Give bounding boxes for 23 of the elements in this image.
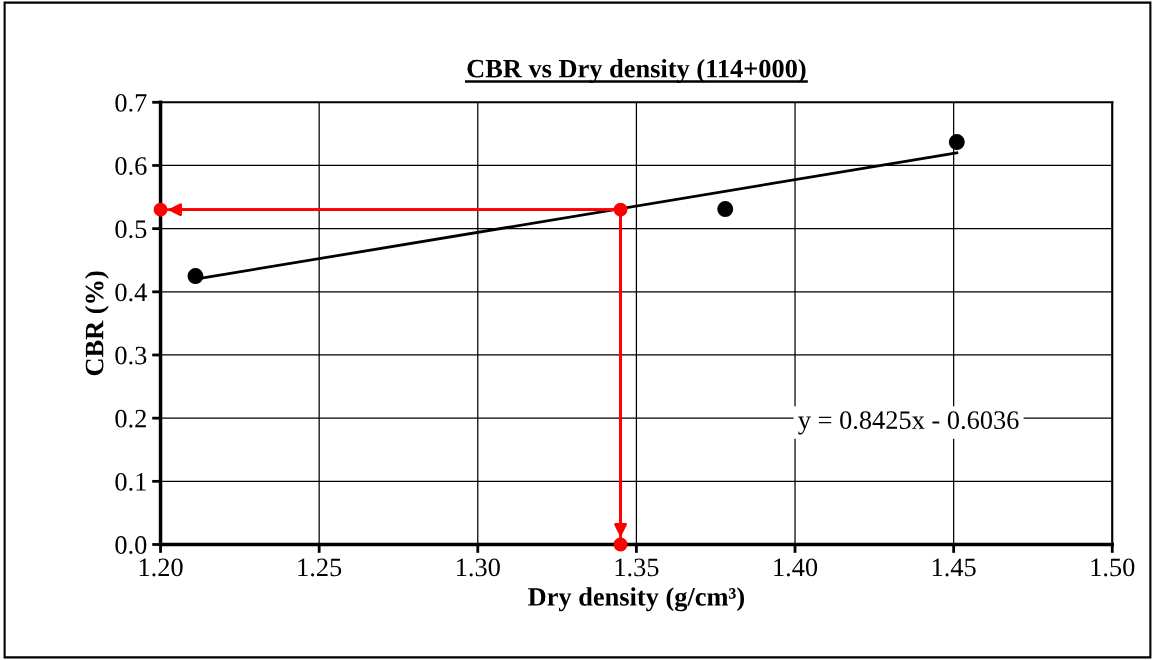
y-tick-label: 0.4 — [115, 283, 147, 302]
point — [613, 537, 628, 552]
x-tick-label: 1.40 — [774, 558, 818, 577]
y-axis-title: CBR (%) — [84, 271, 109, 376]
y-tick-label: 0.0 — [115, 536, 147, 555]
y-tick-label: 0.6 — [115, 157, 147, 175]
chart-title: CBR vs Dry density (114+000) — [467, 58, 806, 83]
point — [717, 201, 734, 218]
x-tick-label: 1.35 — [615, 558, 659, 577]
x-tick-label: 1.50 — [1091, 558, 1135, 577]
y-tick-label: 0.2 — [115, 409, 146, 428]
point — [153, 202, 168, 217]
y-tick-label: 0.5 — [115, 220, 147, 239]
y-tick-label: 0.7 — [115, 93, 147, 112]
x-tick-label: 1.25 — [298, 558, 342, 577]
x-axis-title: Dry density (g/cm³) — [528, 587, 744, 612]
x-tick-label: 1.20 — [139, 558, 183, 577]
annotation: y = 0.8425x - 0.6036 — [798, 411, 1019, 435]
x-tick-label: 1.45 — [932, 558, 976, 577]
x-tick-label: 1.30 — [457, 558, 500, 577]
y-tick-label: 0.3 — [115, 346, 147, 365]
point — [948, 134, 965, 151]
y-tick-label: 0.1 — [115, 472, 146, 491]
